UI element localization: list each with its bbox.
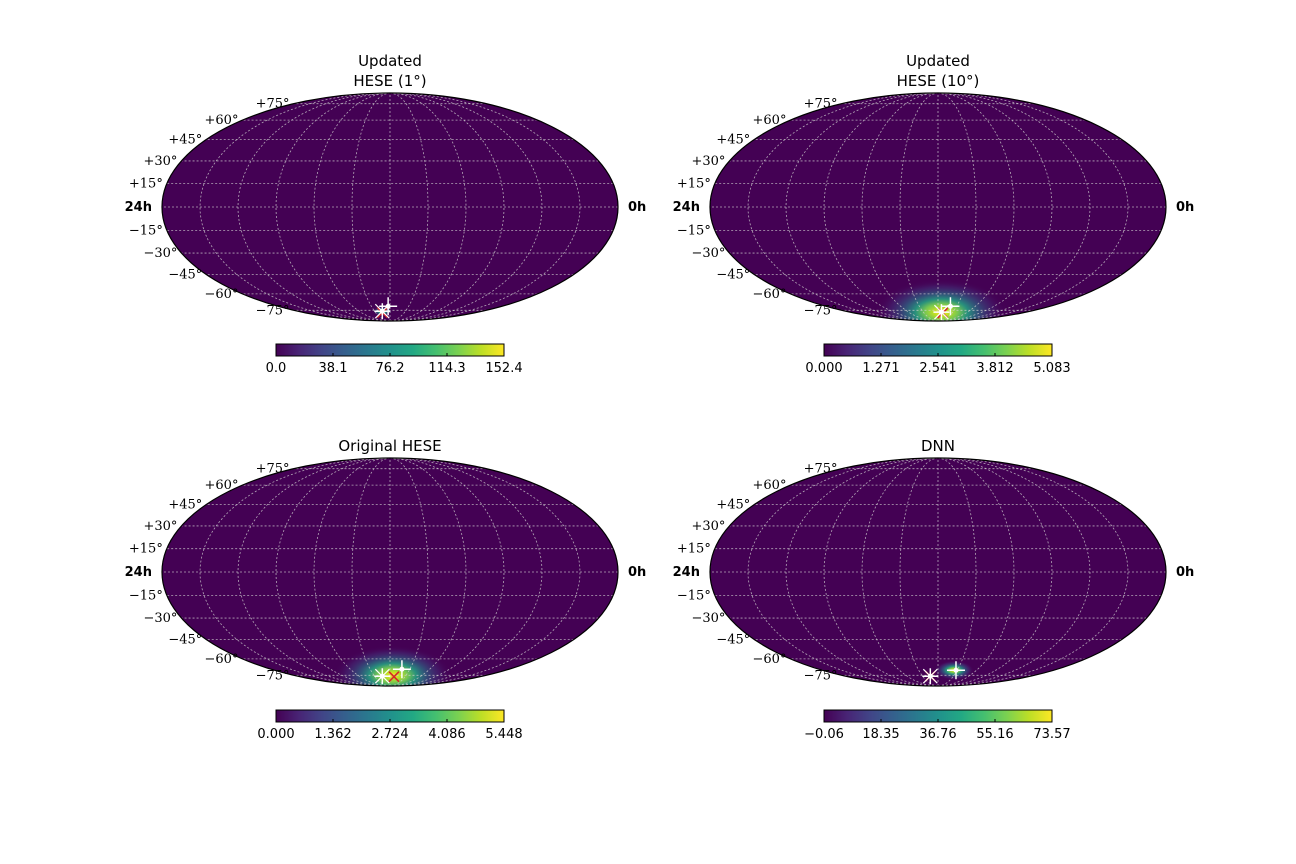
ra-label-left: 24h <box>125 200 152 215</box>
lat-tick-label: −45° <box>168 267 202 282</box>
colorbar-tick-label: 55.16 <box>976 727 1013 742</box>
lat-tick-label: +45° <box>168 498 202 513</box>
colorbar-tick-label: 4.086 <box>428 727 465 742</box>
colorbar-tick-label: 2.724 <box>371 727 408 742</box>
colorbar-tick-label: 1.271 <box>862 361 899 376</box>
lat-tick-label: +45° <box>168 133 202 148</box>
lat-tick-label: −15° <box>677 588 711 603</box>
best-fit-cross <box>922 668 938 684</box>
lat-tick-label: −60° <box>205 287 239 302</box>
lat-tick-label: +75° <box>256 97 290 112</box>
white-star-marker <box>379 297 398 316</box>
lat-tick-label: −60° <box>753 287 787 302</box>
skymap-panel-2: +75° +60°+45° +30° +15° −15° −30° −45°−60° −75°… <box>673 52 1195 376</box>
lat-tick-label: −30° <box>691 611 725 626</box>
white-star-marker <box>946 661 965 680</box>
lat-tick-label: −60° <box>753 652 787 667</box>
white-star-marker <box>941 297 960 316</box>
colorbar-tick-label: 0.0 <box>266 361 287 376</box>
ra-label-right: 0h <box>628 565 646 580</box>
lat-tick-label: −75° <box>804 303 838 318</box>
lat-tick-label: −75° <box>256 303 290 318</box>
colorbar-tick-label: 114.3 <box>428 361 465 376</box>
lat-tick-label: −60° <box>205 652 239 667</box>
sky-outline <box>161 457 619 687</box>
skymap-panel-4: +75° +60°+45° +30° +15° −15° −30° −45°−60° −75°… <box>673 437 1195 742</box>
lat-tick-label: +60° <box>753 113 787 128</box>
lat-tick-label: +45° <box>716 133 750 148</box>
lat-tick-label: +75° <box>256 462 290 477</box>
ra-label-right: 0h <box>1176 200 1194 215</box>
white-star-marker <box>392 660 411 679</box>
lat-tick-label: +75° <box>804 97 838 112</box>
colorbar-tick-label: 3.812 <box>976 361 1013 376</box>
ra-label-right: 0h <box>1176 565 1194 580</box>
ra-label-left: 24h <box>125 565 152 580</box>
colorbar-tick-label: 73.57 <box>1033 727 1070 742</box>
lat-tick-label: +15° <box>677 177 711 192</box>
x-marker <box>388 671 400 683</box>
lat-tick-label: −45° <box>716 267 750 282</box>
colorbar-tick-label: 0.000 <box>805 361 842 376</box>
sky-outline <box>161 92 619 322</box>
lat-tick-label: −30° <box>691 246 725 261</box>
colorbar-tick-label: 38.1 <box>319 361 348 376</box>
lat-tick-label: −30° <box>143 246 177 261</box>
ra-label-left: 24h <box>673 200 700 215</box>
colorbar-tick-label: 5.448 <box>485 727 522 742</box>
lat-tick-label: +30° <box>143 519 177 534</box>
lat-tick-label: −30° <box>143 611 177 626</box>
lat-tick-label: +60° <box>205 478 239 493</box>
panel-title: HESE (1°) <box>353 72 426 90</box>
colorbar: 0.000 1.362 2.724 4.086 5.448 <box>257 709 523 742</box>
lat-tick-label: +60° <box>205 113 239 128</box>
lat-tick-label: −75° <box>256 668 290 683</box>
panel-title: DNN <box>921 437 955 455</box>
colorbar-tick-label: 18.35 <box>862 727 899 742</box>
lat-tick-label: +15° <box>129 542 163 557</box>
colorbar: 0.000 1.271 2.541 3.812 5.083 <box>805 343 1071 376</box>
panel-title: HESE (10°) <box>897 72 980 90</box>
colorbar-tick-label: 0.000 <box>257 727 294 742</box>
lat-tick-label: −45° <box>168 632 202 647</box>
lat-tick-label: +45° <box>716 498 750 513</box>
colorbar-tick-label: 76.2 <box>376 361 405 376</box>
sky-outline <box>709 457 1167 687</box>
lat-tick-label: −15° <box>677 223 711 238</box>
lat-tick-label: +15° <box>129 177 163 192</box>
colorbar-tick-label: −0.06 <box>804 727 844 742</box>
lat-tick-label: −15° <box>129 588 163 603</box>
colorbar-tick-label: 1.362 <box>314 727 351 742</box>
lat-tick-label: +15° <box>677 542 711 557</box>
best-fit-cross <box>374 668 390 684</box>
best-fit-cross <box>933 304 949 320</box>
skymap-panel-1: +75° +60°+45° +30° +15° −15° −30° −45°−60° −75°… <box>125 52 647 376</box>
ra-label-left: 24h <box>673 565 700 580</box>
ra-label-right: 0h <box>628 200 646 215</box>
colorbar-tick-label: 5.083 <box>1033 361 1070 376</box>
lat-tick-label: +30° <box>143 154 177 169</box>
lat-tick-label: +30° <box>691 519 725 534</box>
lat-tick-label: +75° <box>804 462 838 477</box>
colorbar-tick-label: 152.4 <box>485 361 522 376</box>
colorbar-tick-label: 2.541 <box>919 361 956 376</box>
lat-tick-label: −75° <box>804 668 838 683</box>
lat-tick-label: +30° <box>691 154 725 169</box>
best-fit-cross <box>374 303 390 319</box>
sky-outline <box>709 92 1167 322</box>
lat-tick-label: +60° <box>753 478 787 493</box>
panel-title: Updated <box>358 52 422 70</box>
panel-title: Original HESE <box>338 437 441 455</box>
graticule <box>710 458 1166 686</box>
lat-tick-label: −15° <box>129 223 163 238</box>
skymap-panel-3: +75° +60°+45° +30° +15° −15° −30° −45°−60° −75°… <box>125 437 647 742</box>
colorbar: −0.06 18.35 36.76 55.16 73.57 <box>804 709 1071 742</box>
panel-title: Updated <box>906 52 970 70</box>
graticule <box>162 458 618 686</box>
colorbar: 0.0 38.1 76.2 114.3 152.4 <box>266 343 523 376</box>
colorbar-tick-label: 36.76 <box>919 727 956 742</box>
lat-tick-label: −45° <box>716 632 750 647</box>
